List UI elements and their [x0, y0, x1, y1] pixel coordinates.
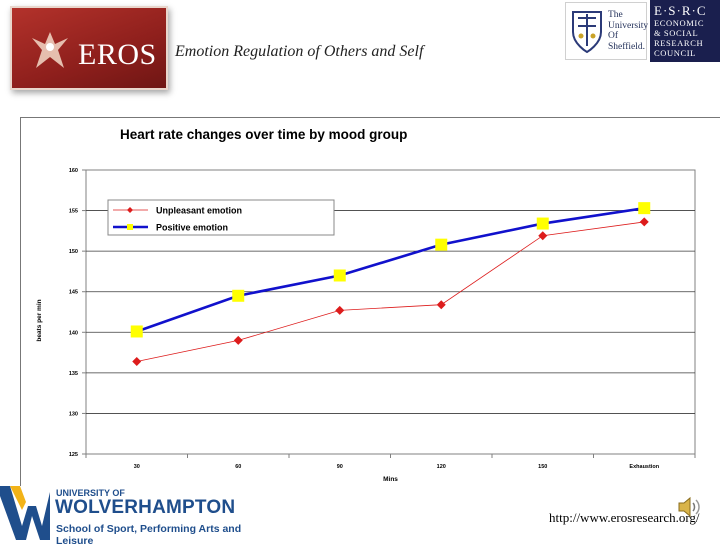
point-unpleasant — [538, 231, 548, 241]
legend-box — [107, 199, 335, 236]
x-tick-label: 90 — [337, 464, 343, 470]
sheffield-logo: The University Of Sheffield. — [565, 2, 649, 60]
y-tick-label: 160 — [69, 168, 78, 174]
x-tick-label: 150 — [538, 464, 547, 470]
x-tick-label: 30 — [134, 464, 140, 470]
y-tick-label: 135 — [69, 371, 78, 377]
point-unpleasant — [132, 356, 142, 366]
eros-figure-icon — [32, 32, 68, 68]
point-positive — [130, 325, 143, 338]
esrc-line: RESEARCH — [654, 38, 704, 48]
esrc-logo: E·S·R·C ECONOMIC & SOCIAL RESEARCH COUNC… — [650, 0, 720, 62]
chart-frame — [20, 117, 720, 540]
wolverhampton-logo: UNIVERSITY OF WOLVERHAMPTON School of Sp… — [0, 486, 245, 547]
sheffield-text-line: University — [608, 20, 649, 31]
wolverhampton-line3: School of Sport, Performing Arts and Lei… — [56, 523, 242, 547]
legend-marker — [127, 224, 133, 230]
chart-title: Heart rate changes over time by mood gro… — [120, 127, 407, 142]
sheffield-text-line: Sheffield. — [608, 41, 646, 52]
wolverhampton-line1: UNIVERSITY OF — [56, 488, 125, 498]
point-positive — [232, 289, 245, 302]
point-positive — [333, 269, 346, 282]
y-tick-label: 155 — [69, 209, 78, 215]
esrc-code: E·S·R·C — [654, 3, 707, 18]
y-tick-label: 140 — [69, 330, 78, 336]
series-line-positive — [136, 206, 645, 333]
point-positive — [435, 238, 448, 251]
legend-label: Unpleasant emotion — [156, 206, 242, 216]
sheffield-text-line: Of — [608, 31, 619, 41]
eros-logo-text: EROS — [78, 38, 157, 71]
sheffield-crest-icon — [572, 11, 602, 54]
wolverhampton-line2: WOLVERHAMPTON — [55, 497, 236, 518]
heart-rate-chart: Heart rate changes over time by mood gro… — [36, 127, 696, 483]
y-tick-label: 130 — [69, 411, 78, 417]
y-tick-label: 145 — [69, 290, 78, 296]
y-axis-label: beats per min — [36, 299, 43, 341]
esrc-line: ECONOMIC — [654, 18, 705, 28]
esrc-line: & SOCIAL — [654, 28, 699, 38]
y-tick-label: 150 — [69, 249, 78, 255]
speaker-icon[interactable] — [676, 494, 702, 520]
point-unpleasant — [639, 217, 649, 227]
point-unpleasant — [233, 335, 243, 345]
eros-logo: EROS — [10, 6, 168, 90]
point-unpleasant — [335, 305, 345, 315]
y-tick-label: 125 — [69, 452, 78, 458]
x-axis-label: Mins — [383, 476, 398, 483]
legend-marker — [127, 207, 133, 213]
esrc-line: COUNCIL — [654, 48, 696, 58]
sheffield-text-line: The — [608, 10, 623, 20]
website-link[interactable]: http://www.erosresearch.org/ — [549, 510, 700, 525]
page-subtitle: Emotion Regulation of Others and Self — [175, 43, 424, 60]
legend-label: Positive emotion — [156, 223, 228, 233]
point-unpleasant — [436, 300, 446, 310]
point-positive — [638, 202, 651, 215]
x-tick-label: Exhaustion — [629, 464, 659, 470]
x-tick-label: 120 — [437, 464, 446, 470]
series-line-unpleasant — [136, 221, 645, 362]
point-positive — [536, 217, 549, 230]
wolverhampton-mark-icon — [0, 486, 50, 540]
x-tick-label: 60 — [235, 464, 241, 470]
